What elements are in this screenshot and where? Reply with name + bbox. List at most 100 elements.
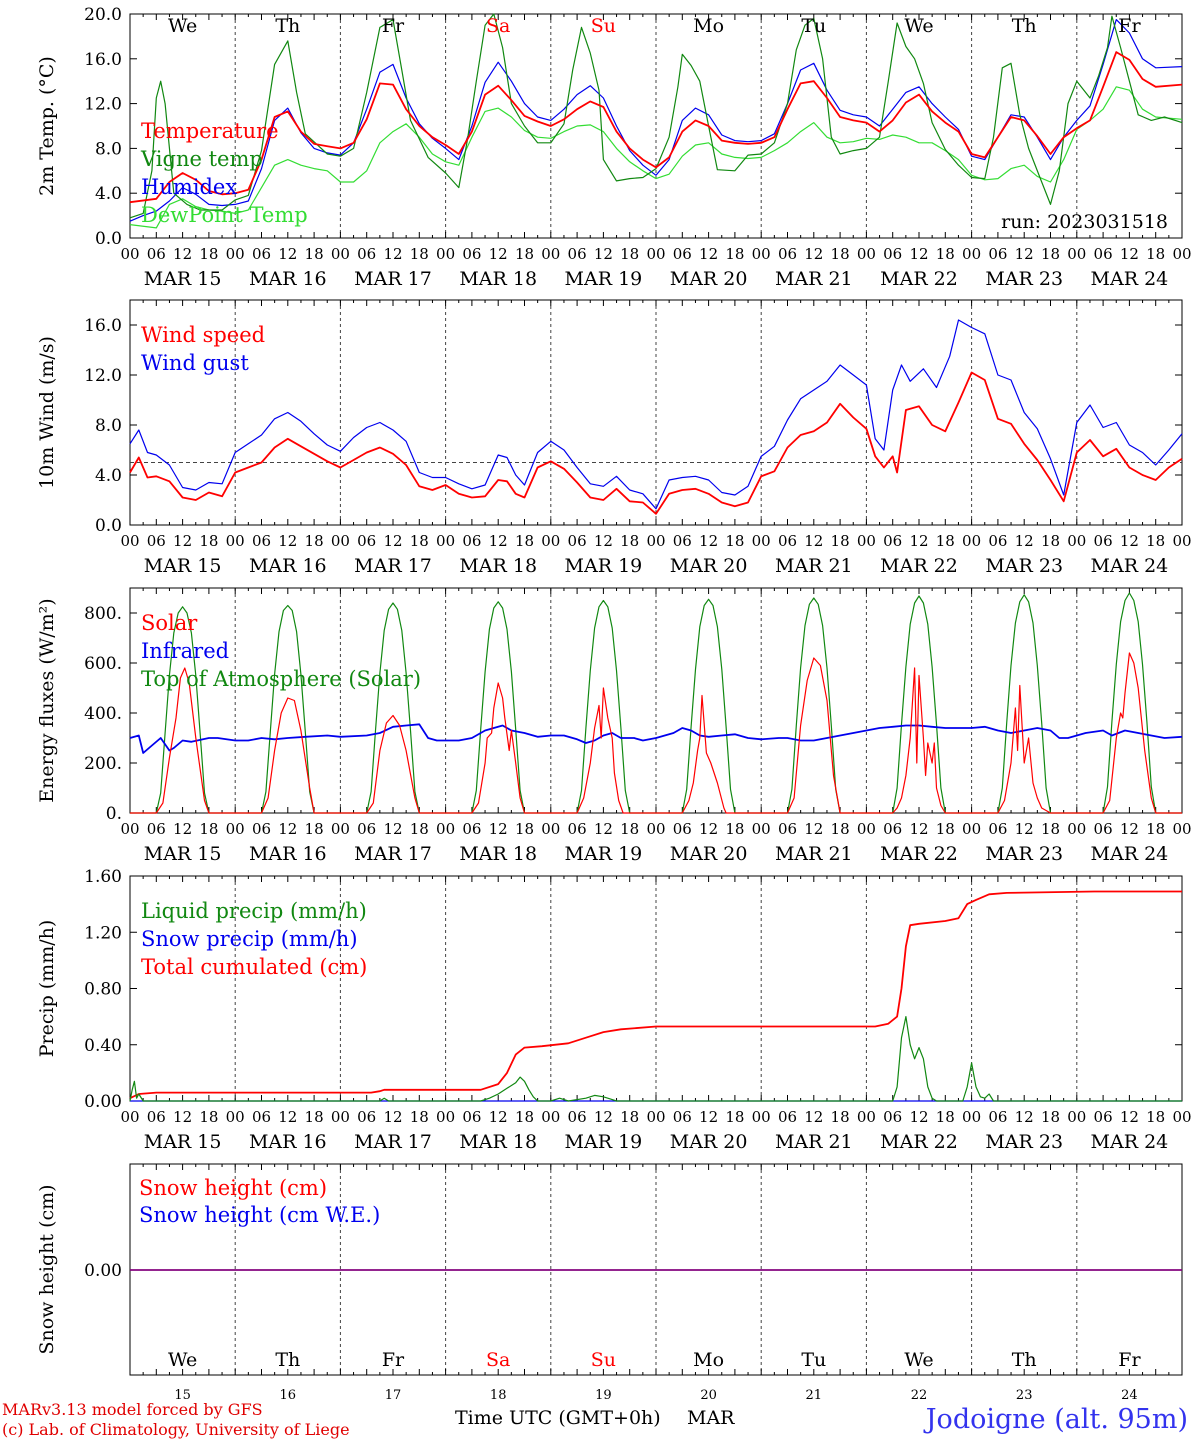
hour-tick-label: 06 — [778, 820, 797, 838]
hour-tick-label: 00 — [962, 245, 981, 263]
hour-tick-label: 00 — [857, 245, 876, 263]
hour-tick-label: 18 — [305, 532, 324, 550]
hour-tick-label: 18 — [725, 532, 744, 550]
hour-tick-label: 12 — [489, 245, 508, 263]
y-tick-label: 16.0 — [84, 316, 122, 336]
hour-tick-label: 12 — [594, 1108, 613, 1126]
y-tick-label: 0. — [106, 804, 122, 824]
legend-entry: DewPoint Temp — [141, 203, 308, 227]
hour-tick-label: 12 — [489, 820, 508, 838]
hour-tick-label: 18 — [1041, 820, 1060, 838]
legend-entry: Wind speed — [141, 323, 265, 347]
weekday-label-bottom: Mo — [693, 1349, 724, 1371]
hour-tick-label: 12 — [278, 1108, 297, 1126]
run-label: run: 2023031518 — [1001, 211, 1168, 233]
day-number-label: 21 — [806, 1388, 823, 1403]
legend-entry: Top of Atmosphere (Solar) — [141, 667, 421, 691]
y-axis-title: 10m Wind (m/s) — [36, 336, 58, 489]
hour-tick-label: 18 — [936, 532, 955, 550]
hour-tick-label: 18 — [936, 245, 955, 263]
weekday-label-bottom: We — [904, 1349, 933, 1371]
hour-tick-label: 18 — [515, 820, 534, 838]
day-label: MAR 22 — [880, 268, 958, 290]
day-label: MAR 15 — [144, 843, 222, 865]
day-label: MAR 16 — [249, 268, 327, 290]
footer-credit: (c) Lab. of Climatology, University of L… — [2, 1420, 350, 1439]
hour-tick-label: 12 — [173, 1108, 192, 1126]
y-tick-label: 200. — [84, 754, 122, 774]
hour-tick-label: 18 — [199, 1108, 218, 1126]
hour-tick-label: 18 — [936, 820, 955, 838]
hour-tick-label: 18 — [1146, 820, 1165, 838]
hour-tick-label: 12 — [804, 245, 823, 263]
hour-tick-label: 06 — [147, 1108, 166, 1126]
hour-tick-label: 12 — [383, 1108, 402, 1126]
y-tick-label: 8.0 — [95, 139, 122, 159]
weekday-label-bottom: Th — [275, 1349, 300, 1371]
hour-tick-label: 06 — [1094, 820, 1113, 838]
series-infrared — [129, 723, 1183, 754]
hour-tick-label: 06 — [778, 245, 797, 263]
day-label: MAR 18 — [459, 1131, 537, 1153]
day-number-label: 24 — [1121, 1388, 1138, 1403]
legend-entry: Humidex — [141, 175, 237, 199]
panel-5: 0.00 Snow height (cm) Snow height (cm) Snow… — [36, 1163, 1183, 1376]
hour-tick-label: 12 — [1120, 532, 1139, 550]
hour-tick-label: 00 — [1172, 532, 1191, 550]
day-label: MAR 20 — [670, 1131, 748, 1153]
y-tick-label: 4.0 — [95, 184, 122, 204]
hour-tick-label: 18 — [936, 1108, 955, 1126]
hour-tick-label: 18 — [620, 820, 639, 838]
day-label: MAR 17 — [354, 268, 432, 290]
y-axis-title: Precip (mm/h) — [36, 920, 58, 1058]
hour-tick-label: 06 — [988, 820, 1007, 838]
weekday-label-bottom: We — [168, 1349, 197, 1371]
hour-tick-label: 00 — [436, 1108, 455, 1126]
hour-tick-label: 12 — [1120, 1108, 1139, 1126]
day-label: MAR 15 — [144, 268, 222, 290]
hour-tick-label: 18 — [410, 820, 429, 838]
y-tick-label: 0.80 — [84, 980, 122, 1000]
day-label: MAR 18 — [459, 555, 537, 577]
day-label: MAR 16 — [249, 1131, 327, 1153]
hour-tick-label: 12 — [383, 245, 402, 263]
day-label: MAR 19 — [565, 555, 643, 577]
x-axis-title: Time UTC (GMT+0h) — [455, 1407, 661, 1429]
day-label: MAR 16 — [249, 843, 327, 865]
hour-tick-label: 18 — [515, 245, 534, 263]
hour-tick-label: 00 — [752, 820, 771, 838]
hour-tick-label: 06 — [147, 245, 166, 263]
day-label: MAR 23 — [985, 268, 1063, 290]
hour-tick-label: 00 — [646, 245, 665, 263]
hour-tick-label: 00 — [1067, 532, 1086, 550]
hour-tick-label: 18 — [831, 1108, 850, 1126]
hour-tick-label: 12 — [1015, 245, 1034, 263]
hour-tick-label: 06 — [252, 1108, 271, 1126]
hour-tick-label: 12 — [489, 532, 508, 550]
legend-entry: Wind gust — [141, 351, 249, 375]
hour-tick-label: 18 — [1041, 245, 1060, 263]
hour-tick-label: 06 — [883, 532, 902, 550]
day-number-label: 23 — [1016, 1388, 1033, 1403]
hour-tick-label: 00 — [331, 1108, 350, 1126]
hour-tick-label: 06 — [988, 532, 1007, 550]
hour-tick-label: 18 — [1146, 1108, 1165, 1126]
y-tick-label: 1.60 — [84, 867, 122, 887]
weekday-label-bottom: Th — [1012, 1349, 1037, 1371]
day-number-label: 15 — [174, 1388, 191, 1403]
hour-tick-label: 12 — [699, 532, 718, 550]
hour-tick-label: 06 — [147, 532, 166, 550]
hour-tick-label: 18 — [620, 1108, 639, 1126]
panel-3: 0. 200. 400. 600. 800. Energy fluxes (W/m²) So… — [36, 587, 1192, 865]
y-tick-label: 12.0 — [84, 95, 122, 115]
hour-tick-label: 18 — [1041, 532, 1060, 550]
y-tick-label: 0.00 — [84, 1092, 122, 1112]
panel-2: 0.0 4.0 8.0 12.0 16.0 10m Wind (m/s) Wind spee… — [36, 299, 1192, 577]
hour-tick-label: 06 — [883, 820, 902, 838]
day-label: MAR 20 — [670, 555, 748, 577]
hour-tick-label: 12 — [594, 245, 613, 263]
weekday-label-bottom: Fr — [382, 1349, 405, 1371]
hour-tick-label: 00 — [331, 820, 350, 838]
hour-tick-label: 12 — [383, 532, 402, 550]
hour-tick-label: 00 — [436, 245, 455, 263]
